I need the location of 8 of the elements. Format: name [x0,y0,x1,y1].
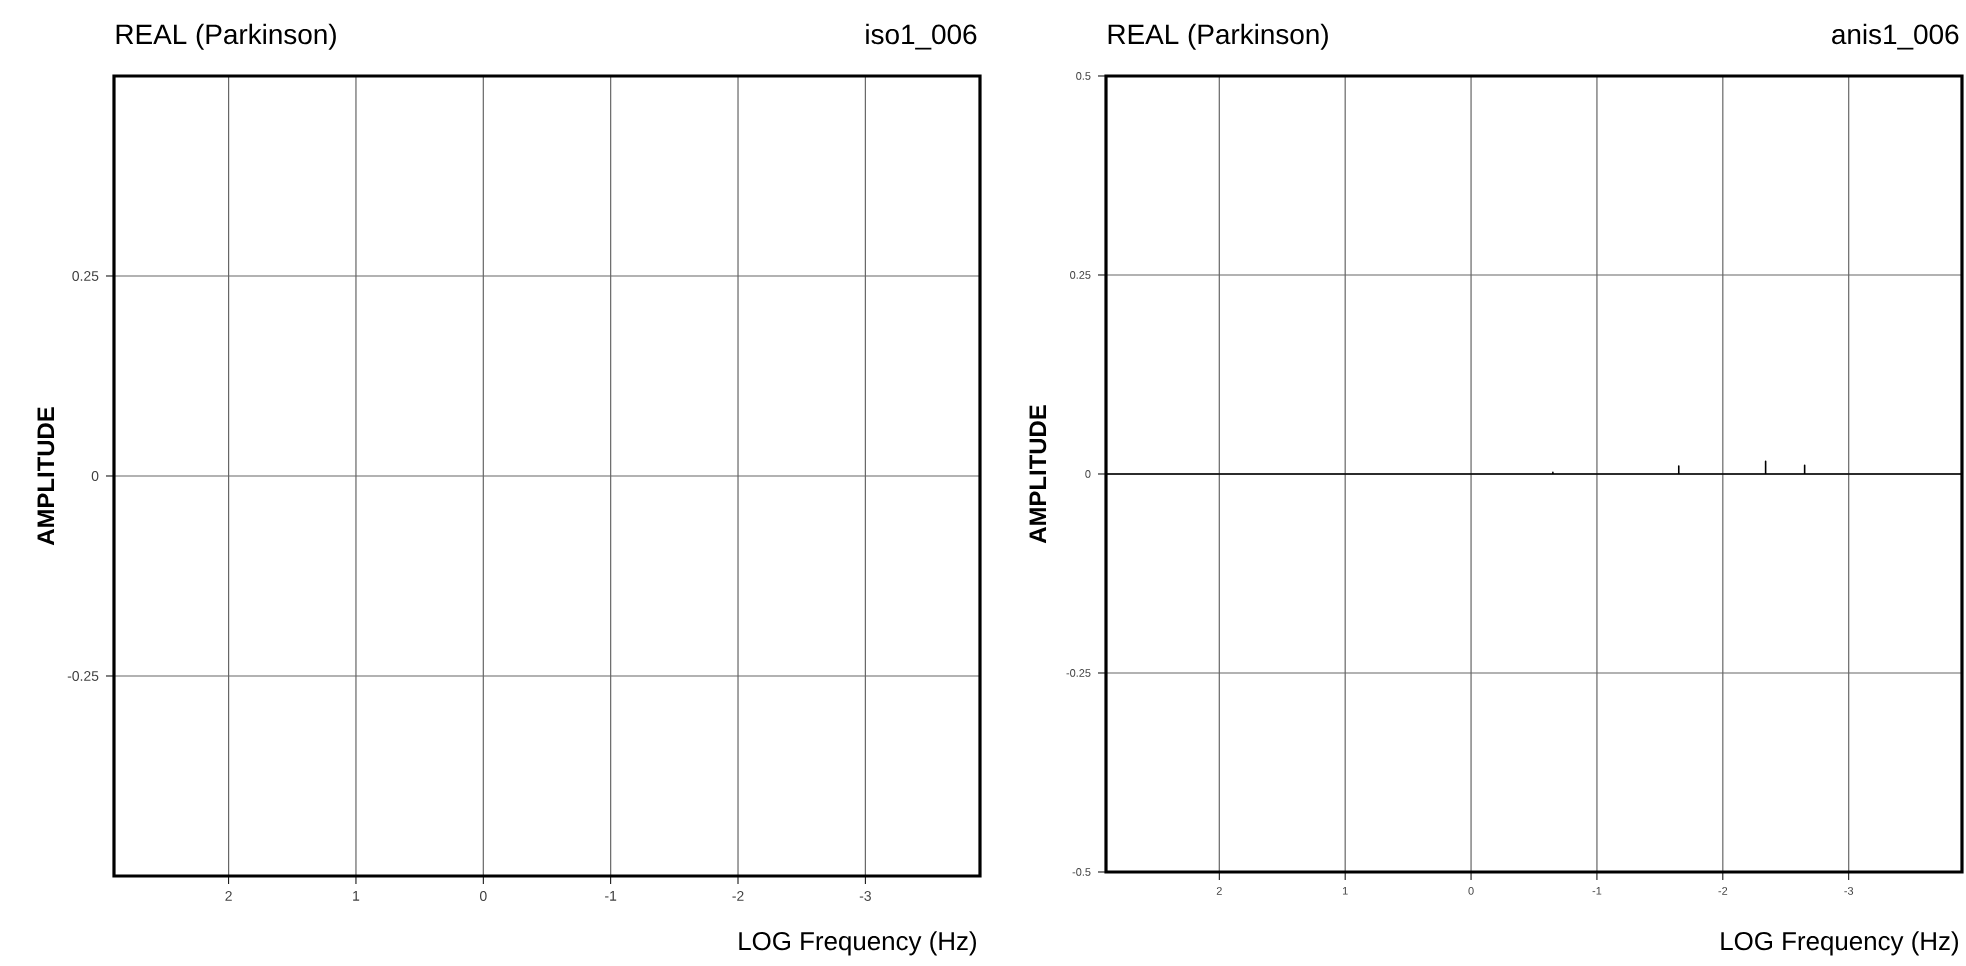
y-axis-title: AMPLITUDE [1029,405,1047,544]
x-axis-title: LOG Frequency (Hz) [1721,931,1958,956]
chart-title: REAL (Parkinson) [116,23,336,50]
y-axis-title: AMPLITUDE [37,407,55,546]
x-axis-title: LOG Frequency (Hz) [739,931,976,956]
chart-title: REAL (Parkinson) [1108,23,1328,50]
chart-subtitle: iso1_006 [866,23,977,50]
chart-subtitle: anis1_006 [1832,23,1959,50]
